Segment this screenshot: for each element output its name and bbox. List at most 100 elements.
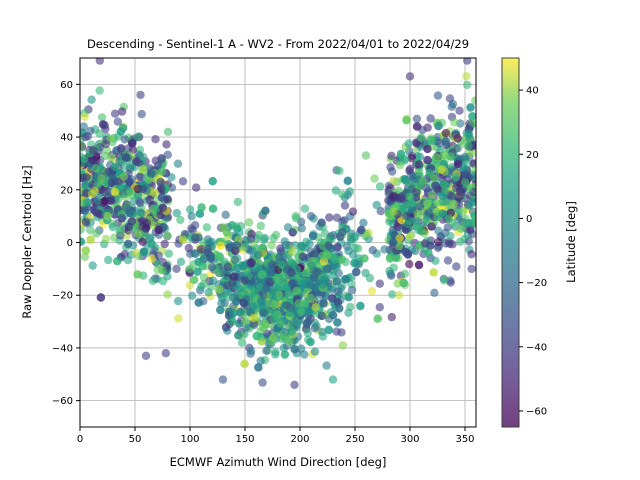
scatter-point xyxy=(335,166,344,176)
scatter-point xyxy=(97,113,107,122)
scatter-point xyxy=(462,72,471,81)
scatter-point xyxy=(87,189,97,199)
scatter-point xyxy=(368,246,377,255)
scatter-point xyxy=(221,323,231,332)
scatter-point xyxy=(134,229,143,238)
scatter-point xyxy=(387,151,396,160)
scatter-point xyxy=(394,291,404,300)
scatter-point xyxy=(80,252,90,261)
scatter-point xyxy=(267,260,277,269)
scatter-point xyxy=(269,314,279,324)
scatter-point xyxy=(256,296,265,306)
scatter-point xyxy=(152,204,161,213)
scatter-point xyxy=(439,151,448,160)
scatter-point xyxy=(135,198,145,208)
scatter-point xyxy=(438,191,447,200)
scatter-point xyxy=(348,207,358,216)
scatter-point xyxy=(434,121,443,131)
scatter-point xyxy=(279,332,289,342)
scatter-point xyxy=(227,221,237,230)
scatter-point xyxy=(405,72,415,81)
scatter-point xyxy=(163,150,172,159)
scatter-point xyxy=(411,246,420,256)
scatter-point xyxy=(338,228,347,237)
scatter-point xyxy=(80,142,86,151)
scatter-point xyxy=(259,235,269,244)
scatter-point xyxy=(290,345,299,354)
scatter-point xyxy=(80,173,88,183)
scatter-point xyxy=(106,153,116,162)
scatter-point xyxy=(468,112,476,121)
scatter-point xyxy=(430,288,439,297)
scatter-point xyxy=(157,184,166,193)
scatter-point xyxy=(446,278,455,287)
scatter-point xyxy=(216,253,225,262)
scatter-point xyxy=(192,183,201,192)
scatter-point xyxy=(380,245,389,254)
scatter-point xyxy=(322,361,331,370)
scatter-point xyxy=(337,328,346,337)
scatter-point xyxy=(466,225,475,235)
scatter-point xyxy=(310,347,320,356)
scatter-point xyxy=(297,241,306,251)
scatter-point xyxy=(404,139,413,148)
scatter-point xyxy=(262,346,271,355)
scatter-point xyxy=(309,250,319,259)
scatter-point xyxy=(85,225,95,235)
scatter-point xyxy=(340,201,350,210)
scatter-point xyxy=(398,204,407,213)
scatter-point xyxy=(191,233,200,242)
scatter-point xyxy=(343,176,352,185)
scatter-point xyxy=(164,249,173,258)
scatter-point xyxy=(407,153,416,163)
scatter-point xyxy=(375,182,385,191)
scatter-point xyxy=(288,318,298,327)
scatter-point xyxy=(433,91,443,100)
scatter-point xyxy=(227,317,236,326)
scatter-point xyxy=(273,284,283,293)
scatter-point xyxy=(104,255,113,265)
scatter-point xyxy=(88,261,97,270)
y-axis-label: Raw Doppler Centroid [Hz] xyxy=(20,165,34,318)
x-tick-label: 250 xyxy=(345,434,364,445)
scatter-point xyxy=(463,80,472,90)
scatter-point xyxy=(432,153,441,162)
scatter-point xyxy=(235,308,245,317)
scatter-point xyxy=(405,166,414,175)
scatter-point xyxy=(127,217,136,226)
scatter-point xyxy=(333,318,342,327)
scatter-point xyxy=(239,298,248,307)
scatter-point xyxy=(400,175,409,184)
scatter-point xyxy=(388,290,397,299)
scatter-point xyxy=(427,222,436,231)
scatter-point xyxy=(285,308,295,318)
scatter-point xyxy=(125,206,134,215)
scatter-point xyxy=(471,165,476,174)
scatter-point xyxy=(216,305,225,315)
scatter-point xyxy=(147,239,156,248)
scatter-point xyxy=(468,198,476,207)
x-tick-label: 0 xyxy=(77,434,83,445)
x-tick-label: 50 xyxy=(129,434,142,445)
scatter-point xyxy=(133,270,142,279)
scatter-point xyxy=(124,187,134,196)
scatter-point xyxy=(214,268,223,277)
scatter-point xyxy=(288,228,297,237)
scatter-point xyxy=(356,301,365,311)
scatter-point xyxy=(367,286,377,296)
scatter-point xyxy=(95,86,104,95)
scatter-point xyxy=(287,248,297,257)
scatter-point xyxy=(119,172,129,181)
scatter-point xyxy=(80,154,89,164)
scatter-point xyxy=(254,230,263,240)
scatter-point xyxy=(456,224,465,233)
scatter-point xyxy=(254,363,263,372)
scatter-point xyxy=(137,109,146,119)
scatter-point xyxy=(445,94,455,103)
scatter-point xyxy=(335,304,344,313)
scatter-point xyxy=(402,116,411,125)
scatter-point xyxy=(331,186,341,195)
scatter-point xyxy=(306,294,316,303)
scatter-point xyxy=(456,237,465,246)
